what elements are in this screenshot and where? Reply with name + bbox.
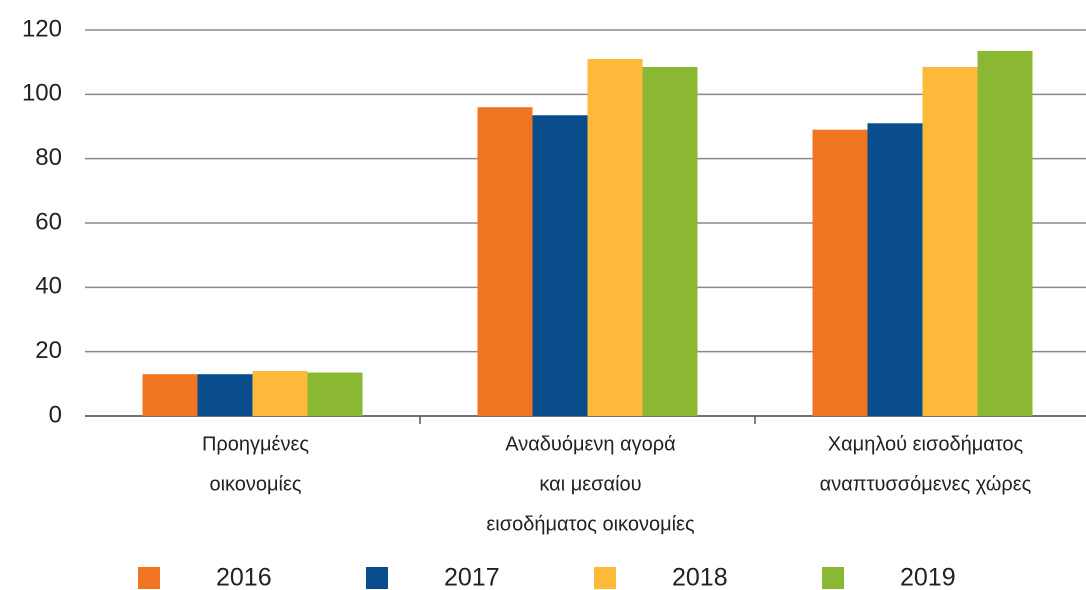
legend-label: 2017 — [444, 564, 500, 590]
y-tick-label: 120 — [22, 15, 62, 42]
legend-swatch — [822, 567, 844, 589]
y-tick-label: 100 — [22, 80, 62, 107]
x-tick-label: εισοδήματος οικονομίες — [486, 513, 695, 535]
bar — [812, 129, 868, 416]
bar — [922, 66, 978, 416]
bar — [197, 374, 253, 416]
bar — [142, 374, 198, 416]
y-tick-label: 0 — [49, 401, 62, 428]
x-tick-label: οικονομίες — [209, 473, 301, 495]
x-tick-label: Χαμηλού εισοδήματος — [828, 433, 1024, 455]
legend-swatch — [138, 567, 160, 589]
bar — [867, 123, 923, 417]
y-tick-label: 60 — [35, 208, 62, 235]
bar — [642, 66, 698, 416]
y-tick-label: 20 — [35, 337, 62, 364]
legend-label: 2019 — [900, 564, 956, 590]
legend-label: 2018 — [672, 564, 728, 590]
bar — [977, 50, 1033, 417]
bar — [587, 58, 643, 416]
bar — [252, 370, 308, 416]
x-tick-label: Αναδυόμενη αγορά — [505, 433, 675, 455]
x-tick-label: αναπτυσσόμενες χώρες — [820, 473, 1032, 495]
y-tick-label: 40 — [35, 273, 62, 300]
bar — [532, 115, 588, 416]
x-tick-label: και μεσαίου — [539, 473, 641, 495]
x-tick-label: Προηγμένες — [202, 433, 309, 455]
bar — [477, 107, 533, 416]
y-tick-label: 80 — [35, 144, 62, 171]
legend-swatch — [366, 567, 388, 589]
legend-swatch — [594, 567, 616, 589]
bar — [307, 372, 363, 416]
legend-label: 2016 — [216, 564, 272, 590]
